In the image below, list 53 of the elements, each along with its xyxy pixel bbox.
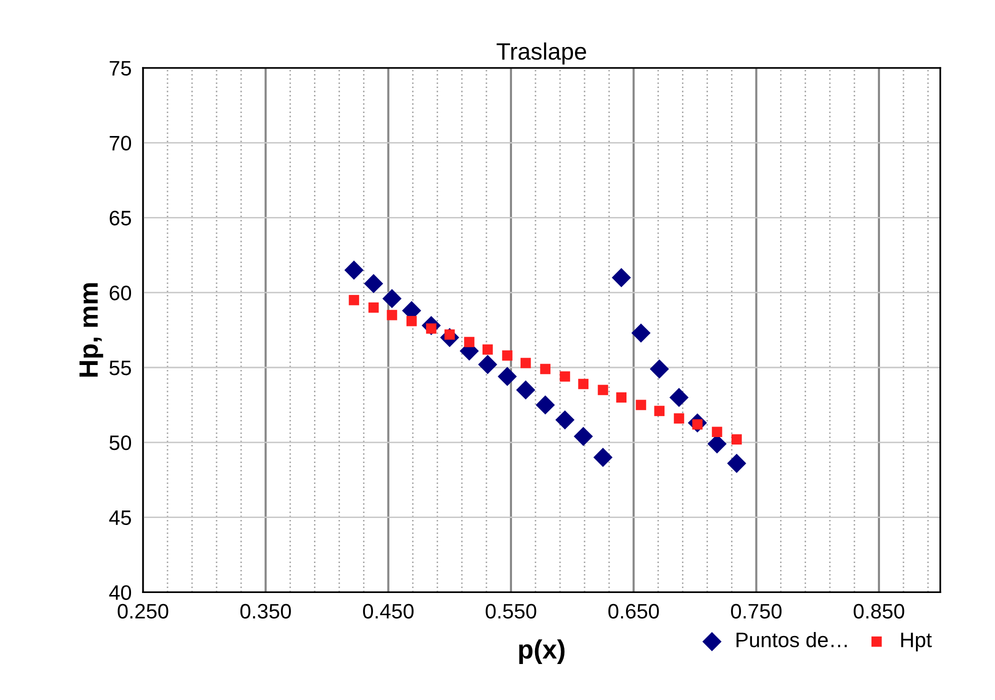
y-tick-label: 50 [110, 435, 132, 450]
point [712, 426, 722, 438]
y-tick-label: 70 [110, 136, 132, 151]
point [498, 366, 517, 386]
x-tick-label: 0.350 [240, 604, 291, 619]
x-tick-label: 0.250 [118, 604, 168, 619]
point [574, 426, 593, 446]
point [368, 302, 379, 313]
legend-label: Puntos de… [736, 632, 847, 648]
point [578, 378, 588, 390]
y-tick-label: 40 [109, 585, 132, 600]
point [382, 289, 402, 308]
y-tick-label: 65 [110, 210, 131, 226]
point [516, 380, 536, 400]
point [555, 410, 575, 430]
point [612, 268, 631, 288]
point [727, 454, 746, 473]
point [631, 323, 651, 343]
point [478, 354, 498, 374]
y-tick-label: 45 [109, 510, 131, 526]
point [674, 413, 684, 424]
point [540, 364, 550, 374]
x-tick-label: 0.650 [608, 604, 659, 619]
point [344, 260, 364, 280]
point [732, 434, 742, 445]
point [669, 388, 689, 408]
point [502, 350, 512, 361]
x-tick-label: 0.450 [363, 604, 414, 619]
y-tick-label: 55 [110, 360, 131, 376]
x-tick-label: 0.850 [854, 604, 904, 619]
point [386, 310, 398, 320]
x-tick-label: 0.750 [731, 604, 782, 619]
point [636, 400, 646, 410]
point [616, 392, 627, 403]
point [482, 344, 493, 355]
point [364, 274, 384, 294]
point [520, 358, 531, 368]
y-tick-label: 60 [110, 286, 132, 300]
point [560, 371, 570, 382]
point [406, 316, 417, 326]
point [536, 395, 555, 415]
x-axis-title: p(x) [519, 639, 565, 664]
y-axis-title: Hp, mm [80, 283, 104, 377]
legend-label: Hpt [901, 632, 932, 652]
point [654, 406, 665, 416]
point [348, 294, 360, 306]
point [598, 384, 608, 396]
point [650, 359, 669, 379]
x-tick-label: 0.550 [486, 604, 536, 619]
y-tick-label: 75 [110, 61, 131, 76]
chart-title: Traslape [496, 42, 586, 64]
point [593, 448, 613, 467]
point [464, 336, 474, 348]
